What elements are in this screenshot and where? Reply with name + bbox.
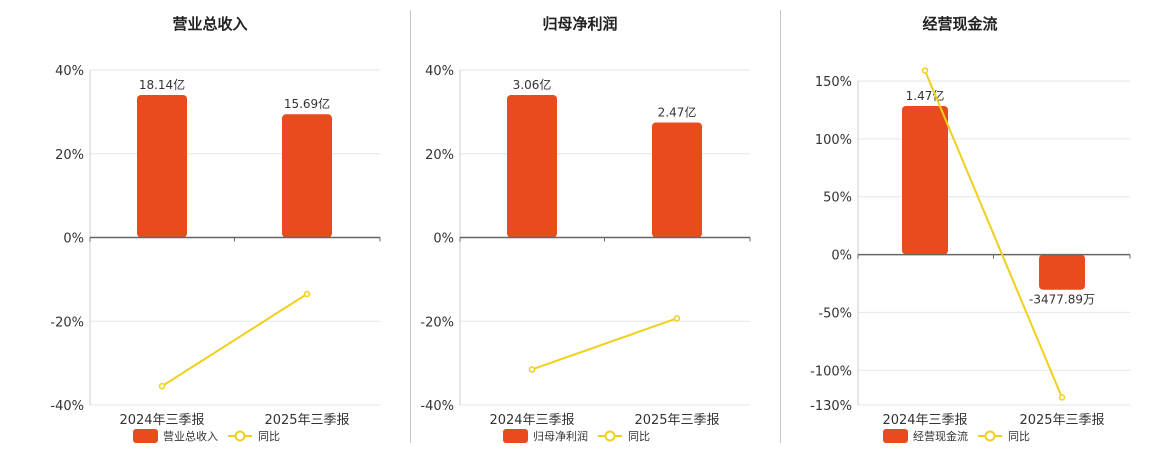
y-tick-label: 20% bbox=[55, 148, 84, 163]
legend-bar-label: 归母净利润 bbox=[533, 429, 588, 443]
x-category-label: 2025年三季报 bbox=[1019, 413, 1104, 428]
chart-title: 营业总收入 bbox=[172, 15, 247, 33]
legend-bar-swatch bbox=[133, 429, 158, 443]
legend-bar-swatch bbox=[503, 429, 528, 443]
bar bbox=[1039, 254, 1085, 290]
chart-title: 经营现金流 bbox=[922, 15, 997, 33]
bar bbox=[507, 95, 557, 238]
y-tick-label: -130% bbox=[810, 399, 852, 414]
yoy-line bbox=[531, 317, 678, 371]
bar-data-label: 3.06亿 bbox=[513, 77, 552, 92]
y-tick-label: 40% bbox=[425, 64, 454, 79]
panel-divider-2 bbox=[780, 10, 781, 443]
legend-line-label: 同比 bbox=[628, 430, 650, 443]
y-tick-label: 100% bbox=[815, 133, 852, 148]
y-tick-label: 40% bbox=[55, 64, 84, 79]
x-category-label: 2024年三季报 bbox=[119, 413, 204, 428]
y-tick-label: 0% bbox=[831, 249, 852, 264]
bar bbox=[282, 114, 332, 238]
yoy-line bbox=[161, 293, 308, 388]
y-tick-label: -20% bbox=[50, 315, 84, 330]
bar bbox=[902, 106, 948, 255]
x-category-label: 2025年三季报 bbox=[264, 413, 349, 428]
legend: 归母净利润 同比 bbox=[503, 429, 650, 443]
yoy-point bbox=[158, 382, 166, 390]
yoy-point bbox=[921, 67, 929, 74]
yoy-point bbox=[673, 315, 681, 322]
bar-data-label: 15.69亿 bbox=[284, 96, 330, 111]
y-tick-label: -40% bbox=[50, 399, 84, 414]
legend-line-label: 同比 bbox=[1008, 430, 1030, 443]
yoy-line bbox=[924, 70, 1063, 398]
bar-data-label: 2.47亿 bbox=[658, 104, 697, 119]
chart-panel-1: 营业总收入 -40% -20% 0% 20% 40% 18.14亿 15.69亿 2024年三季… bbox=[50, 15, 381, 443]
chart-panel-2: 归母净利润 -40% -20% 0% 20% 40% 3.06亿 2.47亿 2024年三季报 2… bbox=[420, 15, 751, 443]
legend-bar-label: 营业总收入 bbox=[163, 429, 218, 443]
bar-data-label: 18.14亿 bbox=[139, 77, 185, 92]
legend-line-marker bbox=[604, 430, 616, 442]
legend-line-label: 同比 bbox=[258, 430, 280, 443]
y-tick-label: 20% bbox=[425, 148, 454, 163]
y-tick-label: -50% bbox=[818, 306, 852, 321]
bar-data-label: -3477.89万 bbox=[1029, 293, 1095, 307]
y-tick-label: 150% bbox=[815, 75, 852, 90]
yoy-point bbox=[528, 366, 536, 373]
y-tick-label: 0% bbox=[63, 232, 84, 247]
legend-line-marker bbox=[234, 430, 246, 442]
x-category-label: 2024年三季报 bbox=[489, 413, 574, 428]
legend-bar-swatch bbox=[883, 429, 908, 443]
y-tick-label: -100% bbox=[810, 364, 852, 379]
legend-bar-label: 经营现金流 bbox=[913, 429, 968, 443]
legend: 营业总收入 同比 bbox=[133, 429, 280, 443]
x-category-label: 2025年三季报 bbox=[634, 413, 719, 428]
chart-panel-3: 经营现金流-130%-100%-50%0%50%100%150%1.47亿-34… bbox=[810, 15, 1131, 443]
legend: 经营现金流 同比 bbox=[883, 429, 1030, 443]
legend-line-marker bbox=[984, 430, 996, 442]
panel-divider-1 bbox=[410, 10, 411, 443]
x-category-label: 2024年三季报 bbox=[882, 413, 967, 428]
yoy-point bbox=[303, 290, 311, 298]
y-tick-label: -40% bbox=[420, 399, 454, 414]
bar bbox=[652, 122, 702, 238]
bar bbox=[137, 95, 187, 238]
y-tick-label: 50% bbox=[823, 191, 852, 206]
y-tick-label: 0% bbox=[433, 232, 454, 247]
chart-title: 归母净利润 bbox=[542, 15, 617, 33]
y-tick-label: -20% bbox=[420, 315, 454, 330]
yoy-point bbox=[1058, 394, 1066, 401]
